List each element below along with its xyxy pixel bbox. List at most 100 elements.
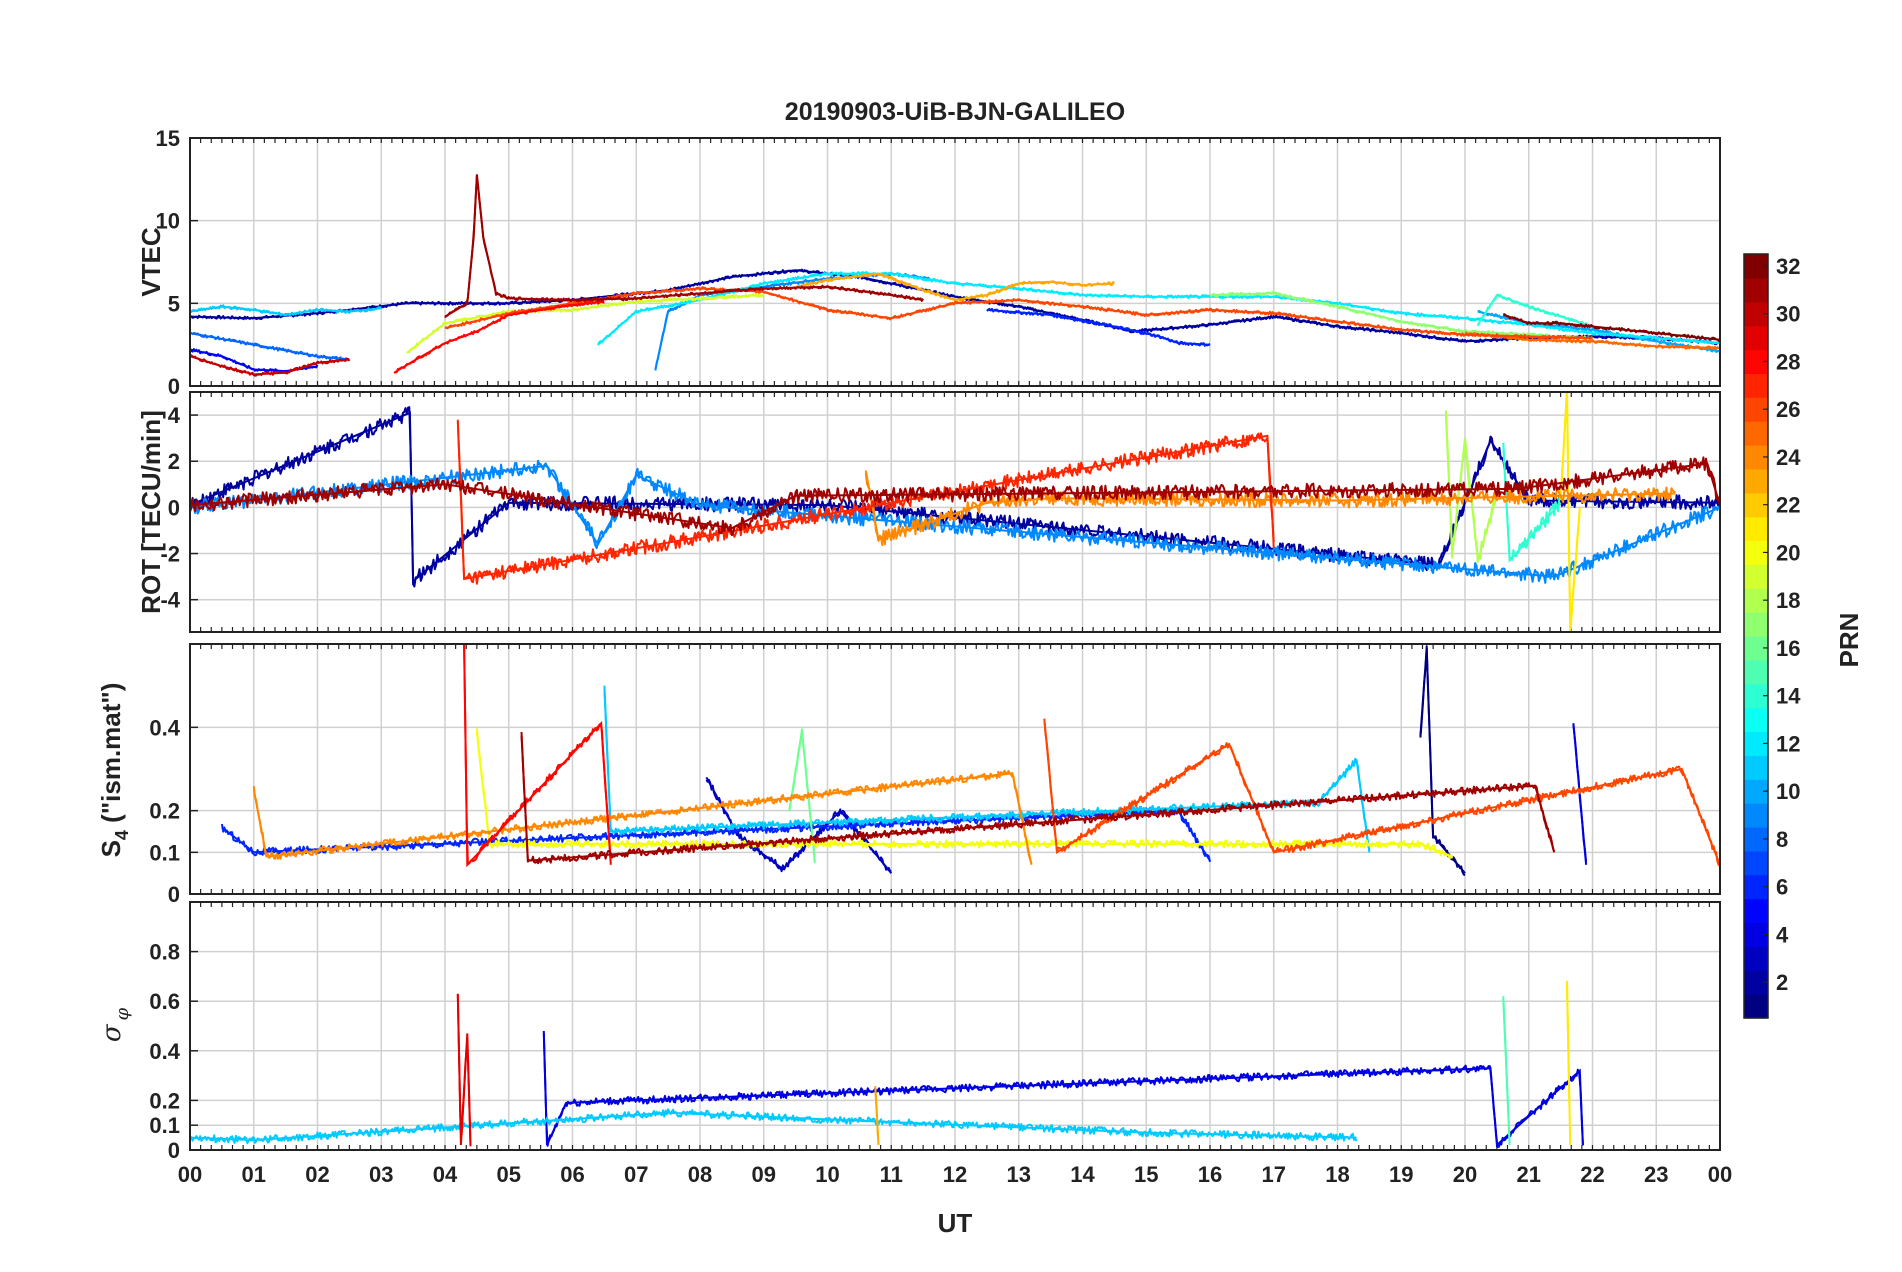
- y-tick-label: 0.8: [149, 940, 180, 965]
- colorbar-swatch: [1744, 421, 1768, 446]
- y-tick-label: 0.2: [149, 1088, 180, 1113]
- y-tick-label: 2: [168, 449, 180, 474]
- y-tick-label: 0.1: [149, 840, 180, 865]
- x-tick-label: 14: [1070, 1162, 1095, 1187]
- colorbar-swatch: [1744, 994, 1768, 1019]
- series-peaks-prn-8: [190, 332, 350, 361]
- colorbar-tick-label: 22: [1776, 493, 1800, 518]
- panel-s4: S4 ("ism.mat") 0 0.1 0.2 0.4: [96, 643, 1721, 907]
- y-tick-label: 0.2: [149, 799, 180, 824]
- panel-rot: ROT [TECU/min] -4 -2 0 2 4: [136, 391, 1721, 633]
- series-line-prn-31: [190, 456, 1720, 537]
- series-peaks-prn-25: [1464, 332, 1720, 349]
- series-peaks-prn-29: [456, 993, 472, 1146]
- series-line-prn-27: [456, 421, 1275, 585]
- series-peaks-prn-19: [406, 294, 764, 354]
- y-tick-label: 0.6: [149, 989, 180, 1014]
- series-peaks-prn-14: [1476, 293, 1593, 328]
- y-tick-label: 10: [156, 209, 180, 234]
- panel-sigma-phi: σφ 00.10.2 0.4 0.6 0.8: [97, 901, 1721, 1163]
- ylabel-sigma-phi: σφ: [97, 1007, 133, 1042]
- colorbar-tick-label: 30: [1776, 302, 1800, 327]
- y-tick-label: 5: [168, 291, 180, 316]
- colorbar-swatch: [1744, 612, 1768, 637]
- series-peaks-prn-23: [795, 272, 1115, 302]
- plot-frame: [189, 901, 1721, 1151]
- x-tick-label: 10: [815, 1162, 839, 1187]
- colorbar-label: PRN: [1834, 613, 1864, 668]
- series-peaks-prn-32: [1502, 313, 1720, 341]
- series-peaks-prn-17: [1209, 292, 1593, 340]
- x-tick-label: 18: [1325, 1162, 1349, 1187]
- colorbar-swatch: [1744, 325, 1768, 351]
- colorbar-tick-label: 18: [1776, 588, 1800, 613]
- colorbar-swatch: [1744, 277, 1768, 303]
- colorbar-swatch: [1744, 468, 1768, 494]
- colorbar-tick-label: 32: [1776, 254, 1800, 279]
- series-peaks-prn-31: [520, 735, 1556, 862]
- x-tick-label: 21: [1517, 1162, 1541, 1187]
- colorbar-swatch: [1744, 564, 1768, 589]
- series-group: [190, 392, 1720, 632]
- chart-title: 20190903-UiB-BJN-GALILEO: [785, 98, 1125, 126]
- series-peaks-prn-11: [190, 305, 382, 316]
- y-tick-label: 0.4: [149, 715, 180, 740]
- colorbar-swatch: [1744, 803, 1768, 828]
- series-peaks-prn-23: [874, 1087, 880, 1146]
- y-tick-label: -2: [160, 542, 180, 567]
- x-tick-label: 13: [1007, 1162, 1031, 1187]
- ylabel-rot: ROT [TECU/min]: [136, 410, 166, 614]
- x-tick-label: 00: [1708, 1162, 1732, 1187]
- series-peaks-prn-10: [1477, 310, 1720, 353]
- series-line-prn-26: [1043, 718, 1720, 866]
- colorbar-swatch: [1744, 516, 1768, 542]
- series-peaks-prn-20: [475, 731, 1453, 858]
- colorbar-swatch: [1744, 707, 1768, 733]
- colorbar-tick-label: 26: [1776, 397, 1800, 422]
- colorbar-tick-label: 10: [1776, 779, 1800, 804]
- series-peaks-prn-6: [221, 809, 1211, 862]
- series-peaks-prn-21: [1566, 983, 1572, 1146]
- plot-frame: [189, 137, 1721, 387]
- y-tick-label: 4: [168, 403, 181, 428]
- y-tick-label: 15: [156, 126, 180, 151]
- series-peaks-prn-12: [597, 272, 1720, 346]
- x-tick-label: 22: [1580, 1162, 1604, 1187]
- series-peaks-prn-31: [444, 174, 924, 318]
- colorbar-swatch: [1744, 373, 1768, 398]
- colorbar-tick-label: 20: [1776, 540, 1800, 565]
- x-tick-label: 16: [1198, 1162, 1222, 1187]
- series-group: [220, 644, 1720, 877]
- x-tick-label: 01: [242, 1162, 266, 1187]
- x-tick-label: 02: [305, 1162, 329, 1187]
- colorbar-swatch: [1744, 946, 1768, 971]
- y-tick-label: 0: [168, 882, 180, 907]
- x-tick-label: 20: [1453, 1162, 1477, 1187]
- series-line-prn-11: [603, 689, 1371, 851]
- series-peaks-prn-28: [393, 300, 605, 374]
- series-peaks-prn-11: [190, 1111, 1357, 1142]
- colorbar-swatch: [1744, 898, 1768, 924]
- x-tick-label: 07: [624, 1162, 648, 1187]
- x-tick-label: 03: [369, 1162, 393, 1187]
- ylabel-vtec: VTEC: [136, 227, 166, 297]
- x-tick-label: 09: [752, 1162, 776, 1187]
- colorbar-tick-label: 14: [1776, 684, 1801, 709]
- series-group: [190, 980, 1584, 1148]
- series-peaks-prn-6: [986, 308, 1211, 346]
- colorbar-tick-label: 12: [1776, 731, 1800, 756]
- colorbar-tick-label: 4: [1776, 922, 1789, 947]
- colorbar-tick-label: 28: [1776, 349, 1800, 374]
- colorbar-tick-label: 8: [1776, 827, 1788, 852]
- plot-frame: [189, 643, 1721, 895]
- y-tick-label: 0.4: [149, 1039, 180, 1064]
- colorbar-tick-label: 2: [1776, 970, 1788, 995]
- series-peaks-prn-26: [1043, 718, 1720, 866]
- series-peaks-prn-30: [190, 355, 350, 376]
- series-group: [190, 174, 1720, 377]
- series-peaks-prn-31: [190, 462, 1720, 530]
- x-tick-label: 05: [497, 1162, 521, 1187]
- x-axis-label: UT: [938, 1208, 973, 1238]
- colorbar-swatch: [1744, 850, 1768, 876]
